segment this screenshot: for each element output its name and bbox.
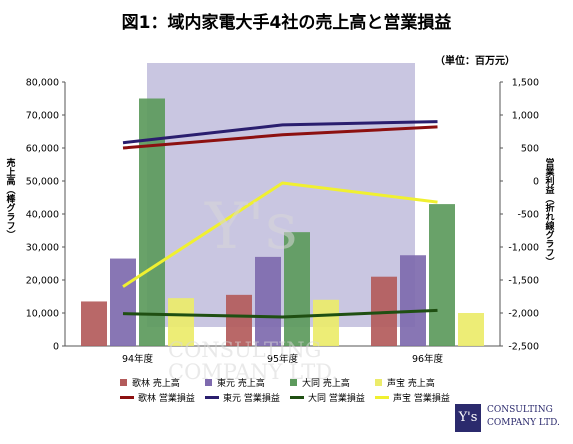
y-tick-label-left: 70,000 <box>26 111 59 122</box>
y-tick-label-left: 10,000 <box>26 309 59 320</box>
legend-label: 歌林 営業損益 <box>138 394 195 404</box>
y-tick-label-right: -2,000 <box>508 309 539 320</box>
company-logo: Y's <box>455 404 481 432</box>
company-name-line2: COMPANY LTD. <box>487 418 560 428</box>
legend-item-bar: 声宝 売上高 <box>375 376 460 389</box>
legend-swatch <box>205 396 219 399</box>
y-tick-label-right: 0 <box>533 177 539 188</box>
legend-item-line: 歌林 営業損益 <box>120 391 205 404</box>
legend-label: 歌林 売上高 <box>132 379 180 389</box>
legend: 歌林 売上高 東元 売上高 大同 売上高 声宝 売上高 歌林 営業損益 東元 営業損益 大… <box>120 375 460 405</box>
bar <box>255 256 281 346</box>
unit-note: （単位：百万元） <box>435 56 515 67</box>
legend-swatch <box>375 379 382 386</box>
y-tick-label-left: 30,000 <box>26 243 59 254</box>
legend-label: 大同 売上高 <box>302 379 350 389</box>
line-series <box>122 181 438 288</box>
bar <box>110 258 136 346</box>
legend-item-bar: 東元 売上高 <box>205 376 290 389</box>
legend-swatch <box>120 379 127 386</box>
y-tick-label-right: -1,000 <box>508 243 539 254</box>
bar <box>429 204 455 346</box>
legend-item-line: 東元 営業損益 <box>205 391 290 404</box>
x-tick-label: 94年度 <box>122 353 154 365</box>
y-tick-label-left: 80,000 <box>26 78 59 89</box>
bar <box>139 98 165 346</box>
y-tick-label-right: -500 <box>517 210 539 221</box>
y-tick-label-right: -1,500 <box>508 276 539 287</box>
y-tick-label-left: 60,000 <box>26 144 59 155</box>
line-series <box>122 120 438 145</box>
y-tick-label-left: 0 <box>53 342 59 353</box>
chart-title: 図1：域内家電大手4社の売上高と営業損益 <box>121 13 452 33</box>
y-axis-label-left: 売上高（棒グラフ） <box>4 158 15 239</box>
x-tick-label: 96年度 <box>412 353 444 365</box>
legend-swatch <box>120 396 134 399</box>
x-tick-label: 95年度 <box>267 353 299 365</box>
legend-swatch <box>205 379 212 386</box>
legend-lines: 歌林 営業損益 東元 営業損益 大同 営業損益 声宝 営業損益 <box>120 390 460 405</box>
legend-label: 東元 営業損益 <box>223 394 280 404</box>
company-name: CONSULTING COMPANY LTD. <box>487 404 560 430</box>
line-series <box>122 308 438 319</box>
legend-label: 声宝 売上高 <box>387 379 435 389</box>
legend-item-line: 声宝 営業損益 <box>375 391 460 404</box>
bar <box>81 301 107 346</box>
legend-swatch <box>290 396 304 399</box>
bar <box>313 299 339 346</box>
bar <box>458 313 484 346</box>
legend-label: 声宝 営業損益 <box>393 394 450 404</box>
bar <box>284 232 310 346</box>
y-tick-label-right: 1,000 <box>512 111 539 122</box>
bar <box>226 294 252 346</box>
y-axis-label-right: 営業利益（折れ線グラフ） <box>543 158 554 266</box>
legend-swatch <box>375 396 389 399</box>
legend-swatch <box>290 379 297 386</box>
legend-item-bar: 大同 売上高 <box>290 376 375 389</box>
bar <box>400 255 426 346</box>
legend-label: 大同 営業損益 <box>308 394 365 404</box>
bar <box>168 298 194 346</box>
y-tick-label-right: -2,500 <box>508 342 539 353</box>
y-tick-label-left: 20,000 <box>26 276 59 287</box>
company-name-line1: CONSULTING <box>487 405 553 415</box>
y-tick-label-left: 40,000 <box>26 210 59 221</box>
legend-item-line: 大同 営業損益 <box>290 391 375 404</box>
y-tick-label-right: 500 <box>521 144 539 155</box>
y-tick-label-left: 50,000 <box>26 177 59 188</box>
legend-label: 東元 売上高 <box>217 379 265 389</box>
legend-bars: 歌林 売上高 東元 売上高 大同 売上高 声宝 売上高 <box>120 375 460 390</box>
y-tick-label-right: 1,500 <box>512 78 539 89</box>
legend-item-bar: 歌林 売上高 <box>120 376 205 389</box>
line-series <box>122 125 438 150</box>
